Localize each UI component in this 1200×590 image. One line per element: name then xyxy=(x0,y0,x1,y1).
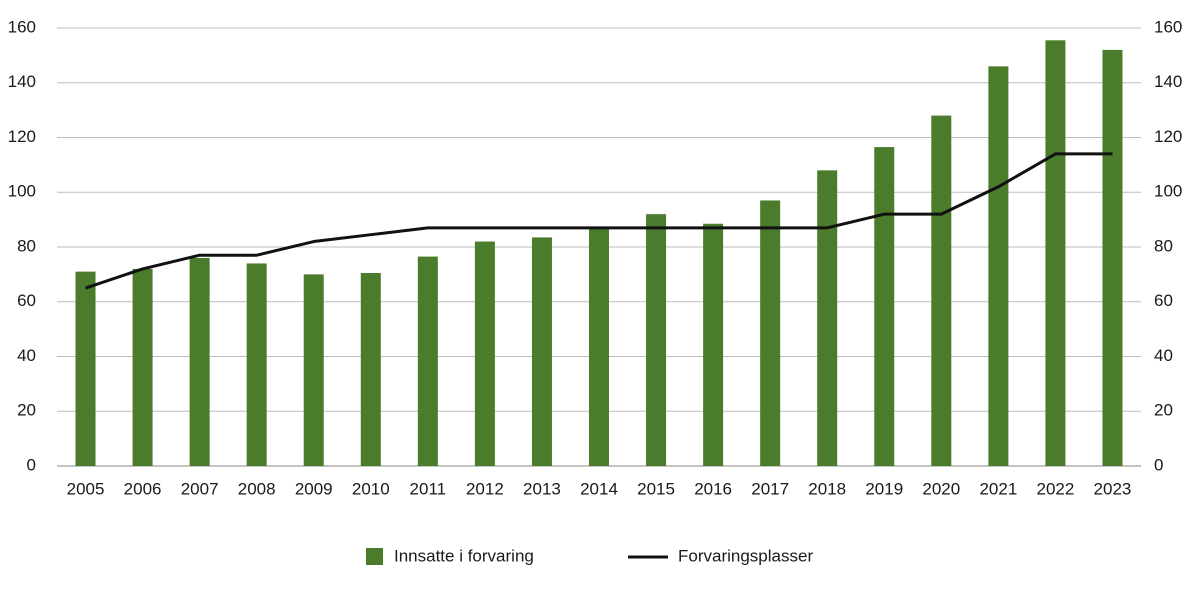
legend-label: Forvaringsplasser xyxy=(678,546,813,565)
y-tick-label: 140 xyxy=(8,72,36,91)
y-tick-label: 20 xyxy=(17,401,36,420)
x-tick-label: 2009 xyxy=(295,479,333,498)
x-tick-label: 2006 xyxy=(124,479,162,498)
x-tick-label: 2012 xyxy=(466,479,504,498)
y-tick-label: 160 xyxy=(8,17,36,36)
bar xyxy=(703,223,724,466)
y2-tick-label: 80 xyxy=(1154,236,1173,255)
x-tick-label: 2023 xyxy=(1094,479,1132,498)
y-tick-label: 0 xyxy=(27,455,36,474)
bar xyxy=(417,256,438,466)
y2-tick-label: 100 xyxy=(1154,182,1182,201)
bar xyxy=(246,263,267,466)
bar xyxy=(646,214,667,466)
y-tick-label: 40 xyxy=(17,346,36,365)
x-tick-label: 2005 xyxy=(67,479,105,498)
y2-tick-label: 60 xyxy=(1154,291,1173,310)
bar xyxy=(760,200,781,466)
x-tick-label: 2008 xyxy=(238,479,276,498)
x-tick-label: 2018 xyxy=(808,479,846,498)
bar xyxy=(1102,49,1123,467)
y2-tick-label: 160 xyxy=(1154,17,1182,36)
bar xyxy=(874,147,895,467)
y2-tick-label: 120 xyxy=(1154,127,1182,146)
bar xyxy=(303,274,324,466)
x-tick-label: 2013 xyxy=(523,479,561,498)
y2-tick-label: 20 xyxy=(1154,401,1173,420)
x-tick-label: 2017 xyxy=(751,479,789,498)
bar xyxy=(474,241,495,466)
line xyxy=(85,152,1113,290)
x-tick-label: 2014 xyxy=(580,479,618,498)
x-tick-label: 2021 xyxy=(979,479,1017,498)
bar xyxy=(75,271,96,466)
bar xyxy=(360,273,381,466)
x-tick-label: 2020 xyxy=(922,479,960,498)
x-tick-label: 2010 xyxy=(352,479,390,498)
bar xyxy=(189,257,210,466)
y2-tick-label: 40 xyxy=(1154,346,1173,365)
bar xyxy=(531,237,552,466)
x-tick-label: 2019 xyxy=(865,479,903,498)
y2-tick-label: 140 xyxy=(1154,72,1182,91)
y-tick-label: 100 xyxy=(8,182,36,201)
x-tick-label: 2016 xyxy=(694,479,732,498)
bar xyxy=(931,115,952,466)
bar xyxy=(1045,40,1066,466)
y-tick-label: 120 xyxy=(8,127,36,146)
y-tick-label: 60 xyxy=(17,291,36,310)
x-tick-label: 2015 xyxy=(637,479,675,498)
bar xyxy=(132,268,153,466)
x-tick-label: 2007 xyxy=(181,479,219,498)
bar xyxy=(817,170,838,466)
legend-label: Innsatte i forvaring xyxy=(394,546,534,565)
bar xyxy=(988,66,1009,466)
x-tick-label: 2011 xyxy=(410,479,447,498)
bar xyxy=(589,227,609,466)
y-tick-label: 80 xyxy=(17,236,36,255)
legend-swatch xyxy=(366,548,383,565)
x-tick-label: 2022 xyxy=(1037,479,1075,498)
y2-tick-label: 0 xyxy=(1154,455,1163,474)
